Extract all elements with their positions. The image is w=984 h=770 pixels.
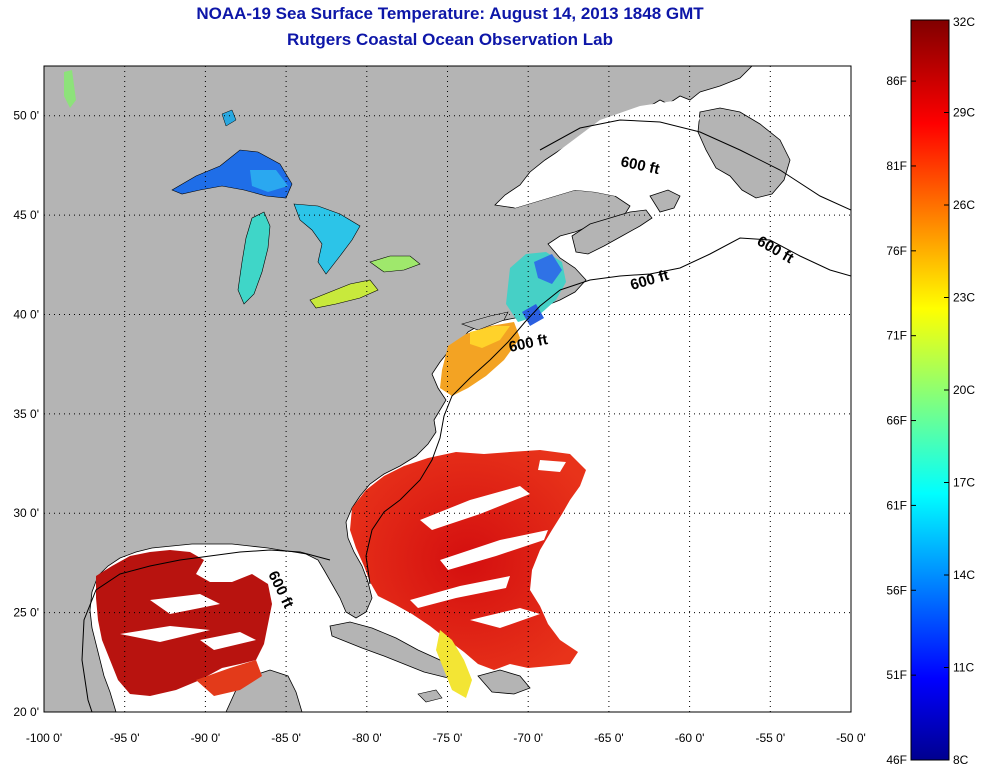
colorbar-celsius-label: 14C (953, 568, 975, 582)
sst-mid-atlantic-inner (470, 326, 510, 348)
lon-tick-label: -90 0' (191, 731, 221, 745)
lat-tick-label: 20 0' (13, 705, 39, 719)
land-cape-breton (649, 189, 681, 213)
longitude-tick-labels: -100 0' -95 0' -90 0' -85 0' -80 0' -75 0' -70… (26, 731, 866, 745)
lake-michigan (237, 211, 271, 305)
cloud-gaps-atlantic (410, 460, 566, 628)
land-jamaica (417, 689, 443, 703)
plot-frame (43, 65, 852, 713)
lat-tick-label: 25 0' (13, 606, 39, 620)
lon-tick-label: -50 0' (836, 731, 866, 745)
colorbar-fahrenheit-label: 46F (886, 753, 907, 767)
lon-tick-label: -75 0' (433, 731, 463, 745)
lat-tick-label: 45 0' (13, 208, 39, 222)
colorbar-fahrenheit-label: 61F (886, 498, 907, 512)
lake-ontario (369, 255, 421, 273)
contour-600ft (81, 119, 851, 712)
sst-gulf-red-edge (196, 660, 262, 696)
colorbar-celsius-label: 20C (953, 383, 975, 397)
colorbar-celsius-label: 29C (953, 106, 975, 120)
colorbar-celsius-label: 11C (953, 661, 974, 675)
lake-huron (293, 203, 361, 275)
colorbar-celsius-label: 23C (953, 291, 975, 305)
colorbar-fahrenheit-label: 86F (886, 74, 907, 88)
shelf-northeast (505, 100, 700, 208)
colorbar-fahrenheit-label: 71F (886, 329, 907, 343)
colorbar-fahrenheit-label: 81F (886, 159, 907, 173)
lat-tick-label: 50 0' (13, 109, 39, 123)
colorbar-ticks: 32C 29C 26C 23C 20C 17C 14C 11C 8C 86F 81F 76F 71F 66… (886, 15, 975, 767)
colorbar-celsius-label: 17C (953, 476, 975, 490)
sst-georges-bank (522, 304, 544, 326)
land-hispaniola (477, 669, 531, 695)
sst-gulf-of-maine-cold (534, 254, 562, 284)
colorbar-celsius-label: 8C (953, 753, 969, 767)
land-north-america (44, 66, 753, 712)
sst-mid-atlantic-bight (440, 322, 520, 396)
colorbar-gradient (910, 19, 950, 761)
lake-erie (309, 279, 379, 309)
sst-gulf-of-mexico (96, 550, 272, 696)
sst-bahamas-yellow (436, 630, 472, 698)
lon-tick-label: -65 0' (594, 731, 624, 745)
colorbar-fahrenheit-label: 76F (886, 244, 907, 258)
lon-tick-label: -95 0' (110, 731, 140, 745)
land-long-island (461, 311, 509, 331)
lon-tick-label: -100 0' (26, 731, 62, 745)
lat-tick-label: 35 0' (13, 407, 39, 421)
title-line-1: NOAA-19 Sea Surface Temperature: August … (196, 4, 704, 23)
land-newfoundland (697, 107, 791, 199)
colorbar-celsius-label: 26C (953, 198, 975, 212)
colorbar-fahrenheit-label: 56F (886, 583, 907, 597)
lon-tick-label: -55 0' (755, 731, 785, 745)
lon-tick-label: -80 0' (352, 731, 382, 745)
latitude-tick-labels: 20 0' 25 0' 30 0' 35 0' 40 0' 45 0' 50 0' (13, 109, 39, 719)
lon-tick-label: -85 0' (271, 731, 301, 745)
lake-winnipeg-fragment (64, 70, 76, 108)
title-line-2: Rutgers Coastal Ocean Observation Lab (287, 30, 613, 49)
colorbar-fahrenheit-label: 66F (886, 414, 907, 428)
lon-tick-label: -70 0' (513, 731, 543, 745)
lake-superior-east (250, 170, 288, 192)
lake-nipigon (221, 109, 237, 127)
lat-tick-label: 30 0' (13, 506, 39, 520)
lat-tick-label: 40 0' (13, 307, 39, 321)
colorbar-fahrenheit-label: 51F (886, 668, 907, 682)
lon-tick-label: -60 0' (675, 731, 705, 745)
cloud-gaps-gulf (120, 594, 256, 650)
colorbar-celsius-label: 32C (953, 15, 975, 29)
land-nova-scotia (571, 209, 653, 255)
